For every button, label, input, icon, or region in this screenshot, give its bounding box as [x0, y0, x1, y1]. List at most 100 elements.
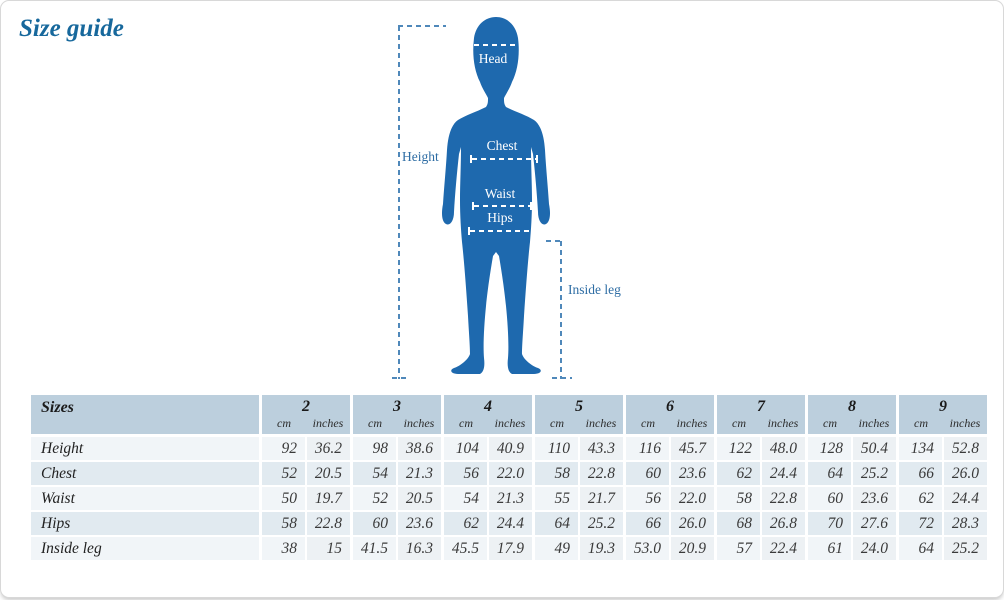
size-value-group: 134 52.8	[899, 437, 987, 460]
cell-cm-value: 49	[535, 537, 578, 560]
unit-labels: cm inches	[808, 416, 896, 433]
child-body-silhouette-image	[442, 17, 550, 374]
unit-inches-label: inches	[403, 416, 435, 430]
size-value-group: 62 24.4	[444, 512, 532, 535]
cell-cm-value: 41.5	[353, 537, 396, 560]
unit-labels: cm inches	[899, 416, 987, 433]
cell-inches-value: 26.0	[944, 462, 987, 485]
size-value-group: 62 24.4	[899, 487, 987, 510]
cell-inches-value: 21.7	[580, 487, 623, 510]
size-value-group: 53.0 20.9	[626, 537, 714, 560]
size-value-group: 58 22.8	[535, 462, 623, 485]
size-column-header: 8 cm inches	[808, 395, 896, 434]
head-measure-label: Head	[478, 51, 508, 66]
table-row: Height 92 36.2 98 38.6 104 40.9 110 43.3 116 45.7 1…	[31, 437, 987, 460]
page-title: Size guide	[19, 15, 124, 42]
size-number: 8	[848, 398, 856, 415]
cell-cm-value: 110	[535, 437, 578, 460]
cell-cm-value: 66	[899, 462, 942, 485]
size-value-group: 52 20.5	[353, 487, 441, 510]
size-value-group: 56 22.0	[444, 462, 532, 485]
inside-leg-guide-top-line	[546, 237, 562, 245]
size-value-group: 49 19.3	[535, 537, 623, 560]
cell-cm-value: 92	[262, 437, 305, 460]
unit-inches-label: inches	[494, 416, 526, 430]
cell-cm-value: 72	[899, 512, 942, 535]
cell-cm-value: 98	[353, 437, 396, 460]
cell-cm-value: 60	[808, 487, 851, 510]
cell-inches-value: 22.4	[762, 537, 805, 560]
chest-measure-label: Chest	[486, 138, 518, 153]
size-column-header: 7 cm inches	[717, 395, 805, 434]
cell-cm-value: 58	[262, 512, 305, 535]
size-number: 3	[393, 398, 401, 415]
unit-cm-label: cm	[823, 416, 837, 430]
waist-measure-label: Waist	[484, 186, 516, 201]
cell-cm-value: 62	[444, 512, 487, 535]
cell-inches-value: 20.5	[307, 462, 350, 485]
size-value-group: 64 25.2	[899, 537, 987, 560]
cell-inches-value: 16.3	[398, 537, 441, 560]
chest-measure-line	[470, 155, 538, 163]
size-column-header: 3 cm inches	[353, 395, 441, 434]
cell-cm-value: 104	[444, 437, 487, 460]
size-value-group: 54 21.3	[353, 462, 441, 485]
size-value-group: 110 43.3	[535, 437, 623, 460]
height-guide-bottom-line	[392, 374, 408, 382]
size-number: 9	[939, 398, 947, 415]
cell-inches-value: 22.8	[580, 462, 623, 485]
size-value-group: 56 22.0	[626, 487, 714, 510]
cell-inches-value: 27.6	[853, 512, 896, 535]
size-table: Sizes 2 cm inches 3 cm inches 4 cm inches 5 cm inch…	[31, 395, 987, 562]
size-value-group: 72 28.3	[899, 512, 987, 535]
waist-measure-line	[472, 202, 532, 210]
row-label: Waist	[31, 487, 259, 510]
unit-cm-label: cm	[550, 416, 564, 430]
cell-inches-value: 26.0	[671, 512, 714, 535]
size-column-header: 5 cm inches	[535, 395, 623, 434]
hips-measure-line	[468, 227, 536, 235]
size-number: 6	[666, 398, 674, 415]
size-value-group: 60 23.6	[808, 487, 896, 510]
cell-cm-value: 68	[717, 512, 760, 535]
unit-labels: cm inches	[717, 416, 805, 433]
hips-measure-label: Hips	[487, 210, 513, 225]
cell-cm-value: 56	[444, 462, 487, 485]
cell-inches-value: 20.9	[671, 537, 714, 560]
size-value-group: 52 20.5	[262, 462, 350, 485]
unit-cm-label: cm	[732, 416, 746, 430]
cell-cm-value: 58	[717, 487, 760, 510]
cell-inches-value: 24.4	[489, 512, 532, 535]
cell-inches-value: 50.4	[853, 437, 896, 460]
unit-labels: cm inches	[444, 416, 532, 433]
size-value-group: 60 23.6	[353, 512, 441, 535]
unit-labels: cm inches	[626, 416, 714, 433]
size-value-group: 58 22.8	[262, 512, 350, 535]
size-value-group: 98 38.6	[353, 437, 441, 460]
cell-inches-value: 45.7	[671, 437, 714, 460]
cell-inches-value: 17.9	[489, 537, 532, 560]
unit-labels: cm inches	[262, 416, 350, 433]
inside-leg-guide-bottom-line	[552, 374, 572, 382]
cell-inches-value: 24.4	[762, 462, 805, 485]
cell-cm-value: 60	[353, 512, 396, 535]
table-row: Chest 52 20.5 54 21.3 56 22.0 58 22.8 60 23.6 62 24.…	[31, 462, 987, 485]
cell-cm-value: 122	[717, 437, 760, 460]
size-value-group: 122 48.0	[717, 437, 805, 460]
cell-inches-value: 21.3	[489, 487, 532, 510]
row-label: Chest	[31, 462, 259, 485]
unit-inches-label: inches	[858, 416, 890, 430]
size-value-group: 70 27.6	[808, 512, 896, 535]
size-value-group: 38 15	[262, 537, 350, 560]
cell-inches-value: 25.2	[944, 537, 987, 560]
size-column-header: 2 cm inches	[262, 395, 350, 434]
table-row: Hips 58 22.8 60 23.6 62 24.4 64 25.2 66 26.0 68 26.8…	[31, 512, 987, 535]
cell-cm-value: 55	[535, 487, 578, 510]
cell-inches-value: 40.9	[489, 437, 532, 460]
cell-cm-value: 56	[626, 487, 669, 510]
cell-cm-value: 128	[808, 437, 851, 460]
row-label: Height	[31, 437, 259, 460]
cell-inches-value: 24.4	[944, 487, 987, 510]
unit-cm-label: cm	[914, 416, 928, 430]
cell-inches-value: 19.3	[580, 537, 623, 560]
